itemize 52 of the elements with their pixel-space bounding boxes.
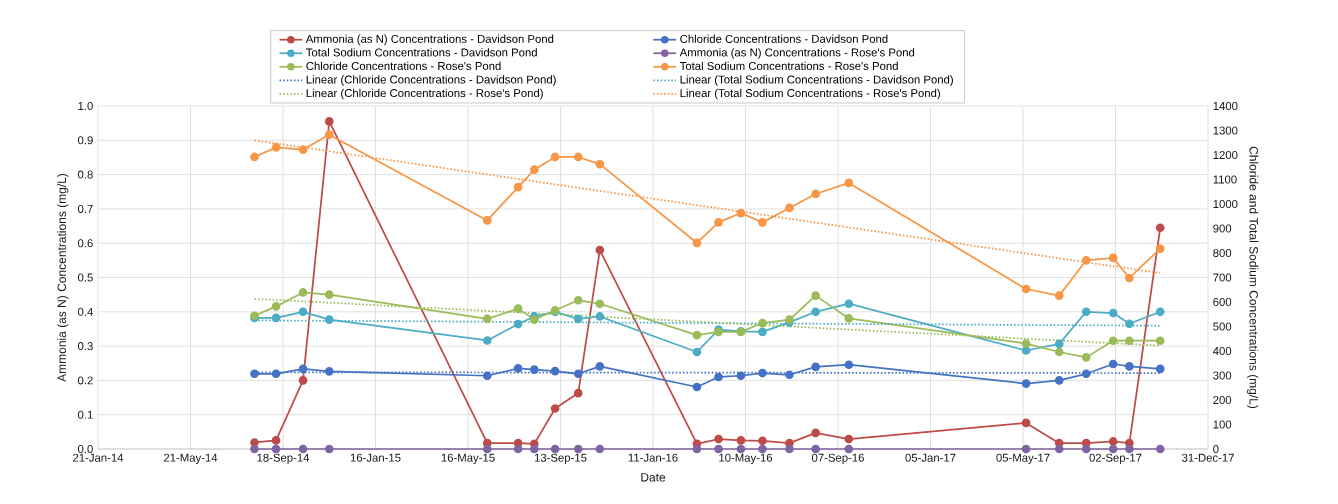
y2-axis-title: Chloride and Total Sodium Concentrations (mg/L) <box>1247 146 1259 409</box>
x-tick-label: 10-May-16 <box>719 453 773 464</box>
y-tick-label: 0.0 <box>77 445 93 454</box>
x-tick-label: 18-Sep-14 <box>257 453 310 464</box>
x-tick-label: 16-Jan-15 <box>350 453 401 462</box>
y-tick-label: 0.1 <box>77 410 93 419</box>
legend-label: Total Sodium Concentrations - Rose's Pond <box>679 61 898 70</box>
y-tick-label: 0.3 <box>77 342 93 351</box>
x-tick-label: 02-Sep-17 <box>1089 453 1142 464</box>
y2-tick-label: 1400 <box>1213 101 1238 110</box>
y2-tick-label: 400 <box>1212 347 1232 355</box>
x-tick-label: 05-Jan-17 <box>905 453 956 462</box>
legend-label: Chloride Concentrations - Davidson Pond <box>680 34 888 43</box>
y-tick-label: 0.8 <box>77 170 93 179</box>
y2-tick-label: 900 <box>1213 224 1232 233</box>
x-tick-label: 05-May-17 <box>996 453 1050 464</box>
y-tick-label: 0.4 <box>77 307 93 316</box>
x-tick-label: 13-Sep-15 <box>534 453 587 464</box>
x-tick-label: 07-Sep-16 <box>811 453 864 464</box>
y-tick-label: 0.7 <box>77 204 93 213</box>
x-tick-label: 16-May-15 <box>441 453 495 464</box>
y-tick-label: 0.6 <box>77 239 93 248</box>
legend-label: Linear (Total Sodium Concentrations - Rose's Pond) <box>680 88 940 100</box>
y-tick-label: 0.2 <box>77 376 93 385</box>
x-axis-title: Date <box>641 473 666 482</box>
y2-tick-label: 700 <box>1213 273 1232 282</box>
legend-label: Linear (Chloride Concentrations - Davidson Pond) <box>306 75 556 86</box>
y2-tick-label: 1100 <box>1213 175 1237 184</box>
y-axis-title: Ammonia (as N) Concentrations (mg/L) <box>57 173 69 382</box>
y2-tick-label: 0 <box>1213 445 1219 453</box>
legend-label: Linear (Total Sodium Concentrations - Davidson Pond) <box>680 75 953 86</box>
legend-label: Ammonia (as N) Concentrations - Davidson Pond <box>305 34 554 46</box>
y2-tick-label: 800 <box>1213 249 1232 257</box>
y2-tick-label: 1300 <box>1213 126 1238 135</box>
y2-tick-label: 300 <box>1213 371 1232 380</box>
y2-tick-label: 1000 <box>1213 200 1238 208</box>
legend-label: Ammonia (as N) Concentrations - Rose's Pond <box>679 48 915 59</box>
x-tick-label: 31-Dec-17 <box>1181 453 1234 462</box>
y-tick-label: 0.9 <box>77 136 93 145</box>
y2-tick-label: 1200 <box>1213 150 1238 159</box>
x-tick-label: 21-Jan-14 <box>73 453 124 462</box>
y2-tick-label: 200 <box>1213 396 1232 404</box>
legend-label: Chloride Concentrations - Rose's Pond <box>306 61 501 70</box>
x-tick-label: 11-Jan-16 <box>628 453 678 462</box>
legend-label: Total Sodium Concentrations - Davidson Pond <box>306 48 537 57</box>
y-tick-label: 0.5 <box>77 273 93 282</box>
x-tick-label: 21-May-14 <box>163 453 218 464</box>
y-tick-label: 1.0 <box>78 101 93 110</box>
y2-tick-label: 100 <box>1213 420 1232 429</box>
y2-tick-label: 600 <box>1213 298 1232 306</box>
legend-label: Linear (Chloride Concentrations - Rose's Pond) <box>306 88 543 100</box>
y2-tick-label: 500 <box>1213 322 1232 331</box>
